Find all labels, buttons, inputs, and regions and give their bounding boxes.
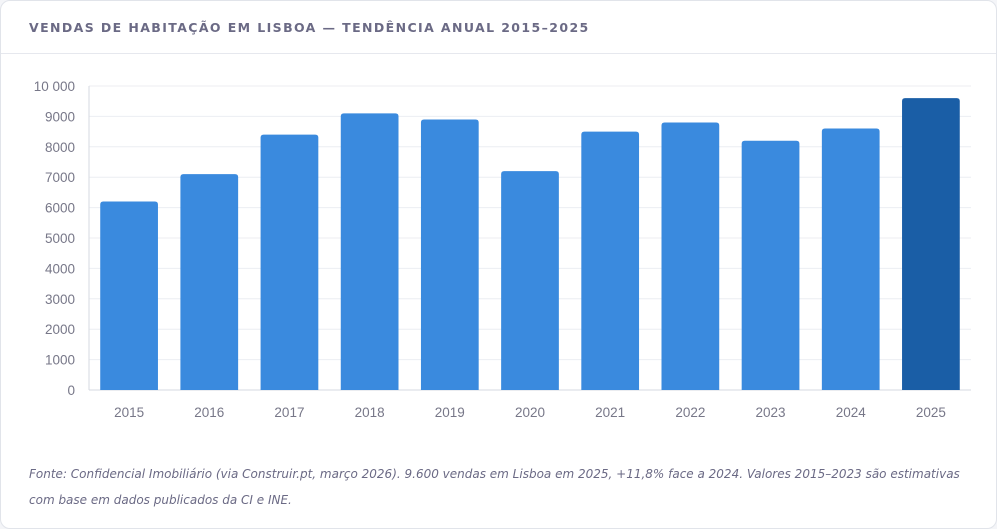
y-tick-label: 9000	[45, 109, 75, 124]
x-tick-label: 2016	[194, 405, 224, 420]
x-tick-label: 2025	[916, 405, 946, 420]
x-tick-label: 2015	[114, 405, 144, 420]
x-tick-label: 2017	[274, 405, 304, 420]
bar-2025[interactable]	[902, 98, 960, 390]
source-note: Fonte: Confidencial Imobiliário (via Con…	[29, 467, 960, 507]
bar-2021[interactable]	[581, 131, 640, 390]
y-tick-label: 8000	[45, 140, 75, 155]
bar-2020[interactable]	[501, 171, 559, 390]
x-tick-label: 2019	[435, 405, 465, 420]
bar-2015[interactable]	[100, 201, 158, 390]
y-tick-label: 2000	[45, 322, 75, 337]
y-tick-label: 5000	[45, 231, 75, 246]
y-tick-label: 4000	[45, 261, 75, 276]
bar-2017[interactable]	[260, 134, 319, 390]
bar-2019[interactable]	[420, 119, 479, 390]
bar-2022[interactable]	[661, 122, 720, 390]
x-tick-label: 2023	[756, 405, 786, 420]
bar-2023[interactable]	[741, 140, 800, 390]
bar-2018[interactable]	[340, 113, 399, 391]
chart-area: 0 1000 2000 3000 4000 5000 6000 7000 8000 9000 10 …	[1, 54, 996, 439]
x-tick-label: 2021	[595, 405, 625, 420]
card-header: VENDAS DE HABITAÇÃO EM LISBOA — TENDÊNCI…	[1, 1, 996, 54]
y-axis-ticks: 0 1000 2000 3000 4000 5000 6000 7000 8000 9000 10 …	[34, 79, 75, 398]
y-tick-label: 0	[67, 383, 75, 398]
bar-2016[interactable]	[180, 174, 239, 390]
x-tick-label: 2024	[836, 405, 867, 420]
y-tick-label: 6000	[45, 201, 75, 216]
y-tick-label: 1000	[45, 353, 75, 368]
bar-chart: 0 1000 2000 3000 4000 5000 6000 7000 8000 9000 10 …	[34, 79, 971, 420]
y-tick-label: 7000	[45, 170, 75, 185]
x-tick-label: 2018	[355, 405, 385, 420]
x-tick-label: 2020	[515, 405, 545, 420]
x-tick-label: 2022	[675, 405, 705, 420]
bars	[100, 98, 960, 391]
y-tick-label: 3000	[45, 292, 75, 307]
y-tick-label: 10 000	[34, 79, 75, 94]
bar-2024[interactable]	[821, 128, 880, 390]
chart-title: VENDAS DE HABITAÇÃO EM LISBOA — TENDÊNCI…	[29, 19, 590, 35]
x-axis-ticks: 2015 2016 2017 2018 2019 2020 2021 2022 2023 2024…	[114, 405, 946, 420]
